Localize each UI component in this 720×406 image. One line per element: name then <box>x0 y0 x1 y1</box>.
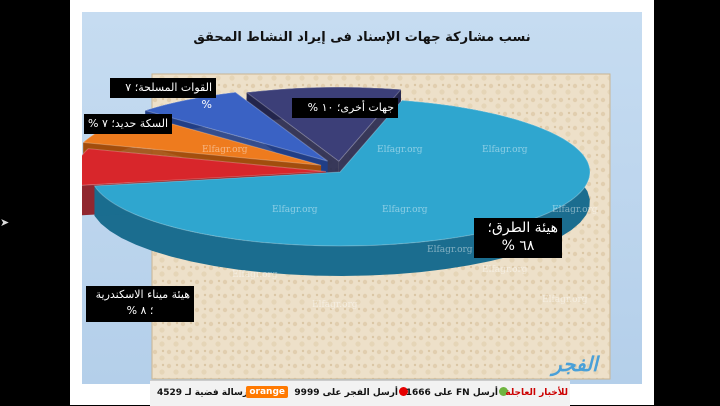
callout-rail-label: السكة حديد؛ ٧ % <box>88 117 168 130</box>
watermarks: Elfagr.org Elfagr.org Elfagr.org Elfagr.org… <box>202 145 598 310</box>
watermark-text: Elfagr.org <box>542 295 588 305</box>
watermark-text: Elfagr.org <box>312 300 358 310</box>
ticker-send: أرسل الفجر على 9999 <box>294 388 398 398</box>
callout-other: جهات أخرى؛ ١٠ % <box>292 98 398 118</box>
watermark-text: Elfagr.org <box>202 145 248 155</box>
callout-rail: السكة حديد؛ ٧ % <box>84 114 172 134</box>
news-ticker: رسالة فضية لـ 4529 orange أرسل الفجر على… <box>150 380 570 406</box>
watermark-text: Elfagr.org <box>272 205 318 215</box>
callout-alex: هيئة ميناء الاسكندرية ؛ ٨ % <box>86 286 194 322</box>
callout-other-label: جهات أخرى؛ ١٠ % <box>307 101 394 114</box>
callout-roads: هيئة الطرق؛ ٦٨ % <box>474 218 562 258</box>
callout-alex-value: ؛ ٨ % <box>126 304 154 317</box>
callout-roads-label: هيئة الطرق؛ <box>487 220 558 236</box>
watermark-text: Elfagr.org <box>377 145 423 155</box>
ticker-fn: أرسل FN على 1666 <box>405 388 498 398</box>
watermark-text: Elfagr.org <box>232 270 278 280</box>
watermark-text: Elfagr.org <box>427 245 473 255</box>
vodafone-icon <box>399 387 408 396</box>
watermark-text: Elfagr.org <box>382 205 428 215</box>
pie-slice-top-3 <box>143 91 328 162</box>
mouse-cursor-icon: ➤ <box>0 216 10 229</box>
ticker-news: للأخبار العاجلة <box>505 388 568 398</box>
watermark-text: Elfagr.org <box>482 145 528 155</box>
channel-logo: الفجر <box>552 352 598 376</box>
watermark-text: Elfagr.org <box>552 205 598 215</box>
callout-army: القوات المسلحة؛ ٧ % <box>110 78 216 111</box>
slide-background: Elfagr.org Elfagr.org Elfagr.org Elfagr.org… <box>82 12 642 384</box>
ticker-brand-badge: orange <box>246 386 288 398</box>
ticker-sms: رسالة فضية لـ 4529 <box>156 388 248 398</box>
callout-army-label: القوات المسلحة؛ ٧ % <box>125 81 212 111</box>
presentation-slide: Elfagr.org Elfagr.org Elfagr.org Elfagr.org… <box>70 0 654 405</box>
pie-slices <box>82 86 591 276</box>
callout-roads-value: ٦٨ % <box>501 238 535 254</box>
callout-alex-label: هيئة ميناء الاسكندرية <box>95 288 190 301</box>
etisalat-icon <box>499 387 508 396</box>
watermark-text: Elfagr.org <box>482 265 528 275</box>
chart-title: نسب مشاركة جهات الإسناد فى إيراد النشاط … <box>193 30 531 45</box>
pie-chart: Elfagr.org Elfagr.org Elfagr.org Elfagr.org… <box>82 73 611 380</box>
pie-slice-top-1 <box>82 148 327 186</box>
